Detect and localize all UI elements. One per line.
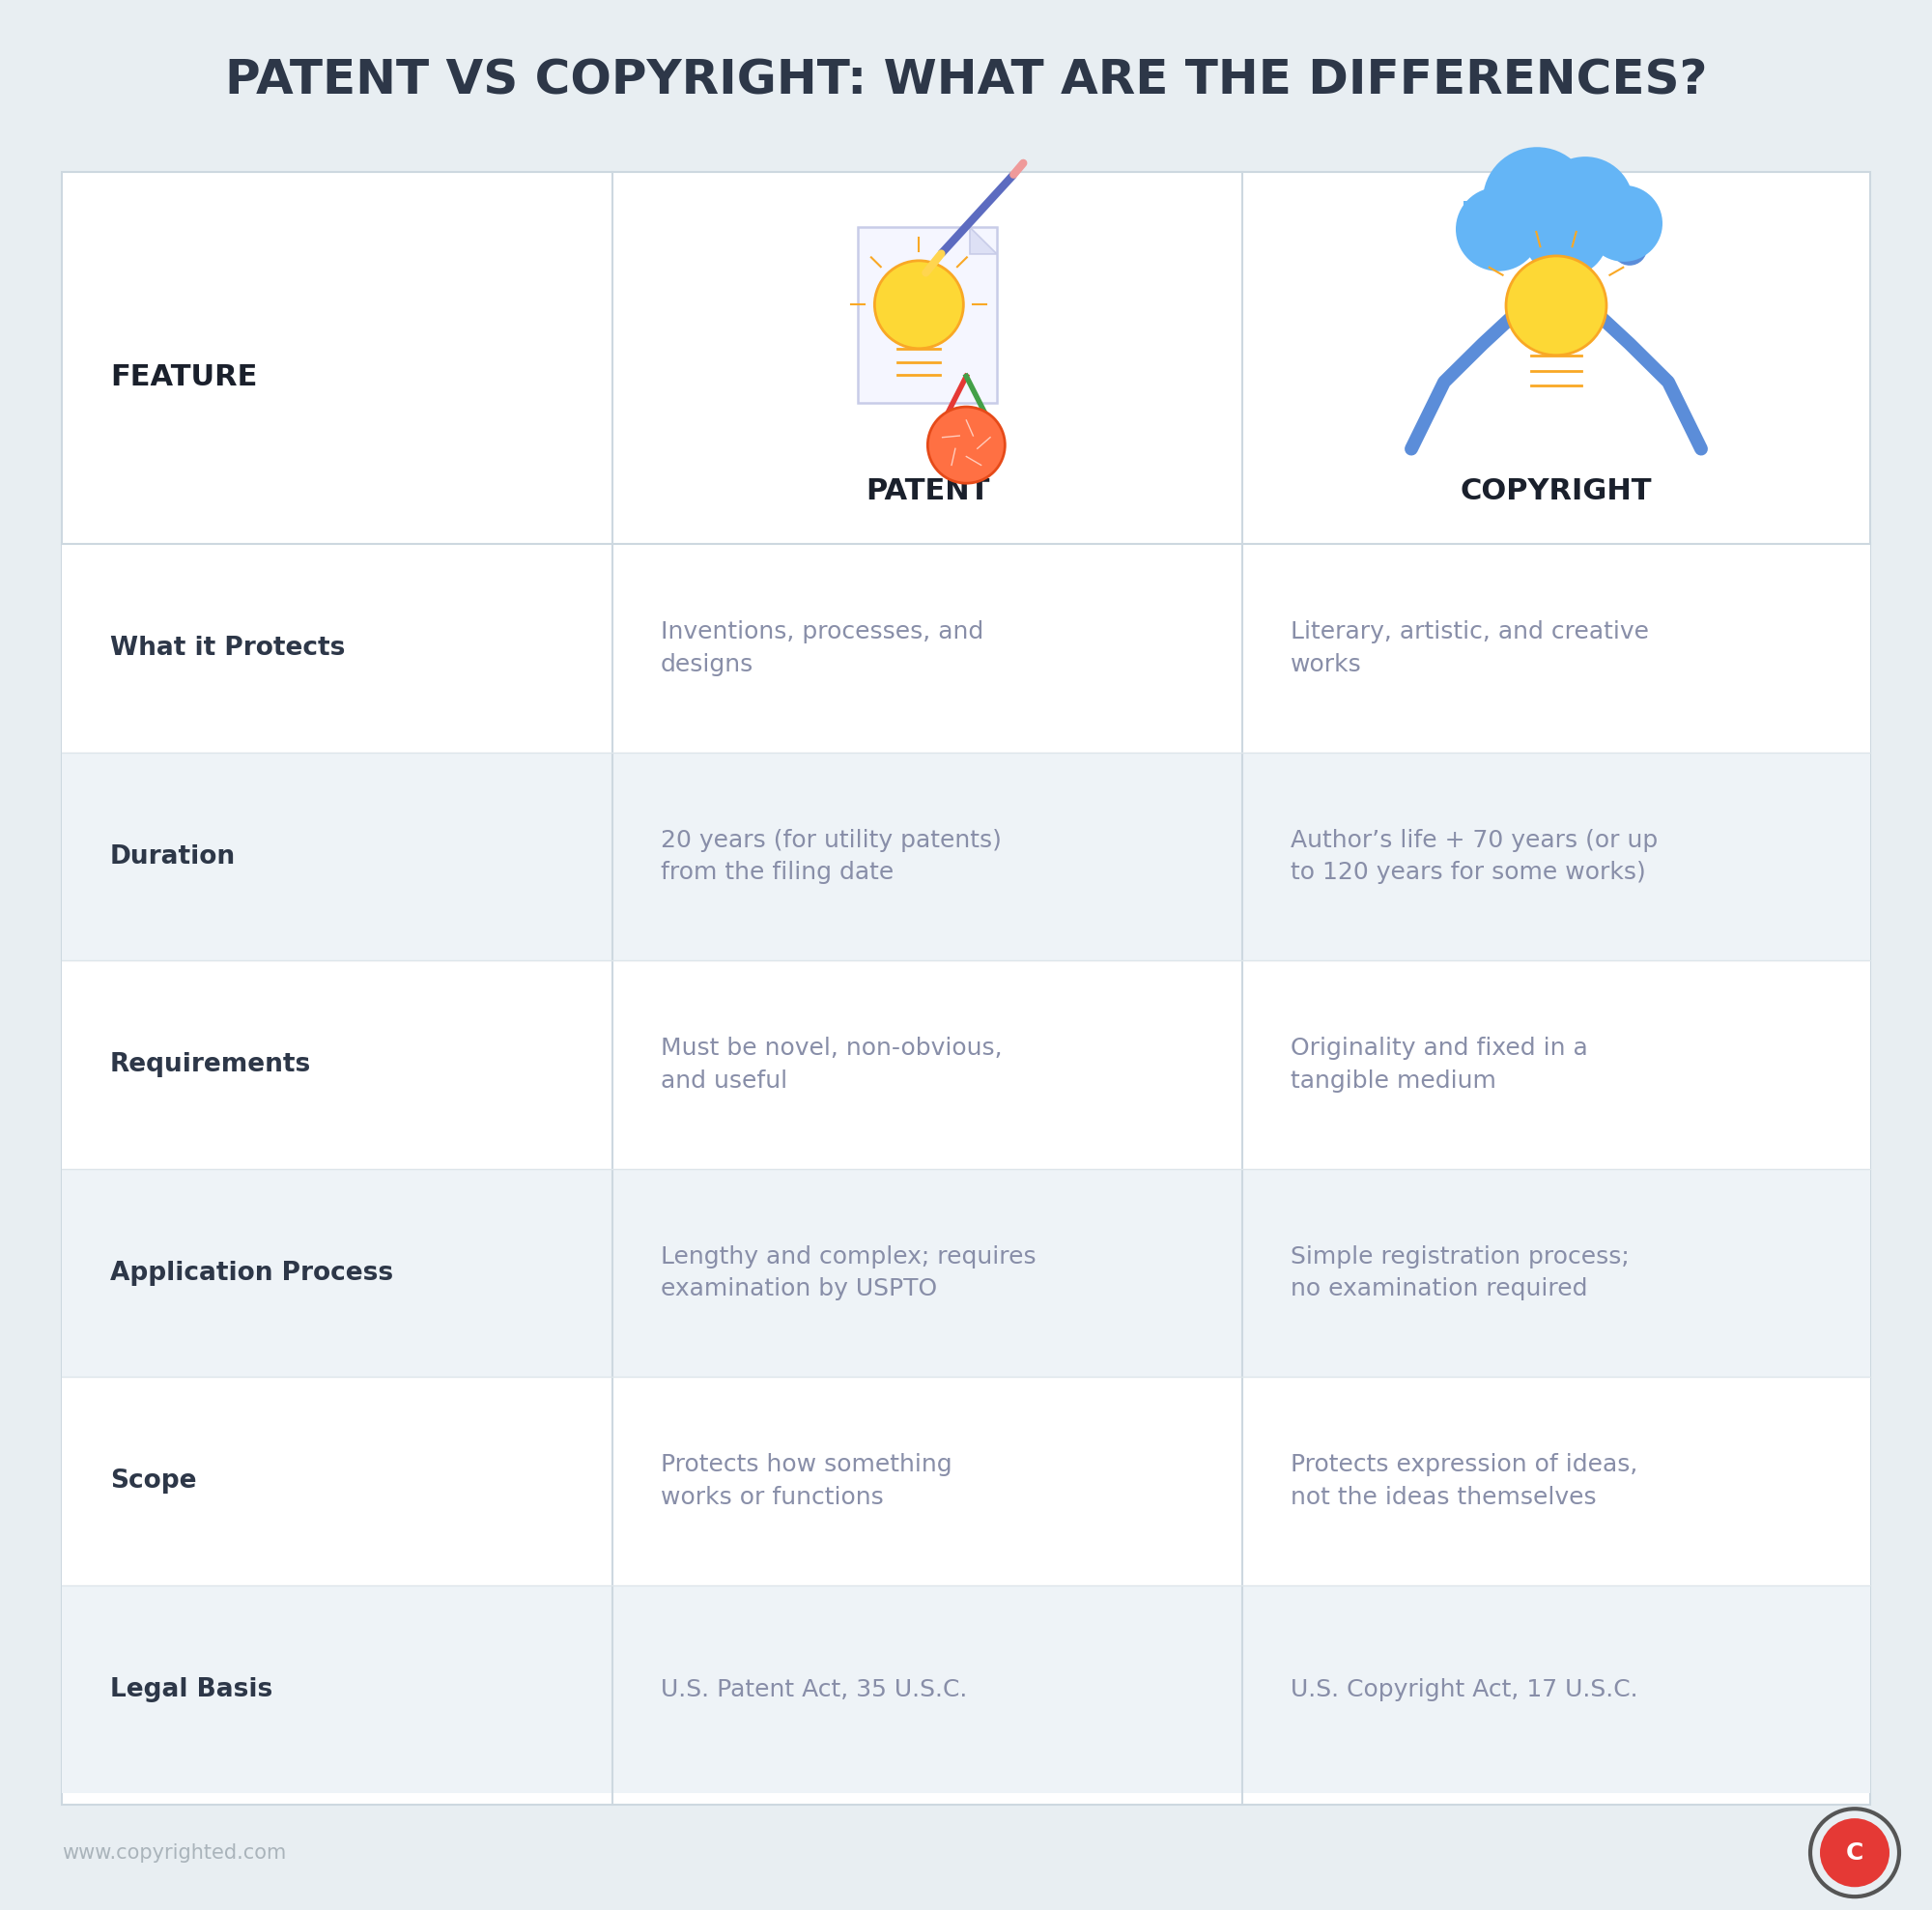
Circle shape (1584, 185, 1662, 262)
Text: Literary, artistic, and creative
works: Literary, artistic, and creative works (1291, 621, 1650, 676)
Bar (62, 1169, 1870, 1377)
Text: COPYRIGHT: COPYRIGHT (1461, 478, 1652, 504)
Text: Inventions, processes, and
designs: Inventions, processes, and designs (661, 621, 983, 676)
Text: www.copyrighted.com: www.copyrighted.com (62, 1843, 286, 1862)
Bar (62, 961, 1870, 1169)
Text: Application Process: Application Process (110, 1261, 394, 1285)
Circle shape (1507, 256, 1607, 355)
Circle shape (1457, 187, 1542, 271)
Text: Duration: Duration (110, 844, 236, 869)
Text: Scope: Scope (110, 1469, 197, 1494)
Text: What it Protects: What it Protects (110, 636, 346, 661)
Text: Lengthy and complex; requires
examination by USPTO: Lengthy and complex; requires examinatio… (661, 1245, 1036, 1301)
Bar (62, 753, 1870, 961)
Circle shape (1522, 193, 1607, 277)
Bar (62, 1377, 1870, 1585)
Circle shape (1519, 212, 1553, 246)
Circle shape (1538, 157, 1634, 252)
Circle shape (1466, 231, 1499, 265)
Circle shape (875, 260, 964, 348)
Bar (62, 1585, 1870, 1793)
Text: U.S. Patent Act, 35 U.S.C.: U.S. Patent Act, 35 U.S.C. (661, 1677, 968, 1702)
Circle shape (927, 407, 1005, 483)
Text: Simple registration process;
no examination required: Simple registration process; no examinat… (1291, 1245, 1629, 1301)
Text: PATENT VS COPYRIGHT: WHAT ARE THE DIFFERENCES?: PATENT VS COPYRIGHT: WHAT ARE THE DIFFER… (224, 57, 1708, 103)
Text: 20 years (for utility patents)
from the filing date: 20 years (for utility patents) from the … (661, 829, 1001, 884)
Text: C: C (1845, 1841, 1864, 1864)
Polygon shape (970, 227, 997, 254)
Circle shape (1492, 216, 1526, 250)
Text: FEATURE: FEATURE (110, 363, 257, 392)
Text: Requirements: Requirements (110, 1052, 311, 1077)
Text: Must be novel, non-obvious,
and useful: Must be novel, non-obvious, and useful (661, 1037, 1003, 1093)
Text: Legal Basis: Legal Basis (110, 1677, 272, 1702)
Bar (1464, 201, 1650, 243)
Circle shape (1611, 231, 1646, 265)
Circle shape (1820, 1818, 1889, 1887)
Text: Protects how something
works or functions: Protects how something works or function… (661, 1454, 952, 1509)
Text: PATENT: PATENT (866, 478, 989, 504)
Bar (62, 544, 1870, 753)
Text: U.S. Copyright Act, 17 U.S.C.: U.S. Copyright Act, 17 U.S.C. (1291, 1677, 1638, 1702)
Circle shape (1557, 212, 1592, 246)
Circle shape (1588, 216, 1623, 250)
Bar (62, 172, 1870, 1805)
Circle shape (1484, 147, 1592, 254)
Text: Author’s life + 70 years (or up
to 120 years for some works): Author’s life + 70 years (or up to 120 y… (1291, 829, 1658, 884)
Text: Protects expression of ideas,
not the ideas themselves: Protects expression of ideas, not the id… (1291, 1454, 1638, 1509)
Text: Originality and fixed in a
tangible medium: Originality and fixed in a tangible medi… (1291, 1037, 1588, 1093)
Bar (858, 227, 997, 403)
